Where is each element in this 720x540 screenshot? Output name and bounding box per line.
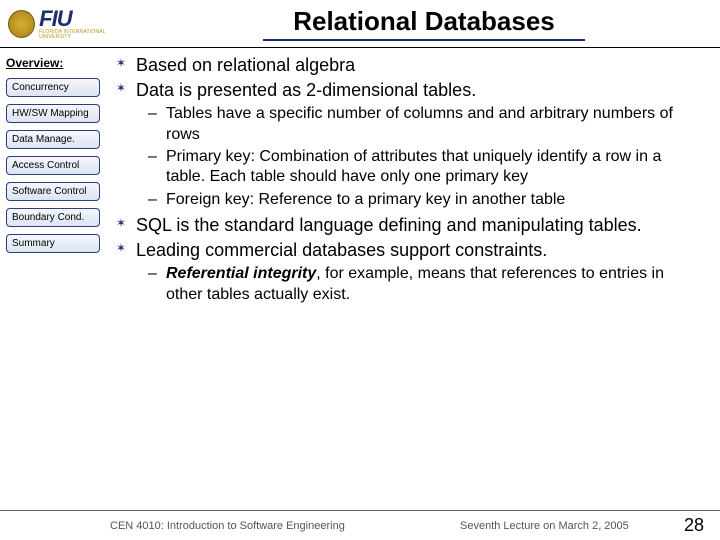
sub-item: Primary key: Combination of attributes t… — [148, 147, 704, 188]
sidebar-item-software-control[interactable]: Software Control — [6, 182, 100, 201]
sub-item: Referential integrity, for example, mean… — [148, 264, 704, 305]
sidebar-item-hwsw-mapping[interactable]: HW/SW Mapping — [6, 104, 100, 123]
sub-item: Foreign key: Reference to a primary key … — [148, 190, 704, 210]
sidebar: Overview: Concurrency HW/SW Mapping Data… — [0, 48, 106, 510]
sub-list: Tables have a specific number of columns… — [148, 104, 704, 210]
footer-course: CEN 4010: Introduction to Software Engin… — [110, 520, 345, 532]
footer-lecture: Seventh Lecture on March 2, 2005 — [345, 520, 684, 532]
bullet-text: Data is presented as 2-dimensional table… — [136, 80, 476, 100]
sidebar-item-boundary-cond[interactable]: Boundary Cond. — [6, 208, 100, 227]
header: FIU FLORIDA INTERNATIONAL UNIVERSITY Rel… — [0, 0, 720, 48]
sidebar-heading: Overview: — [6, 56, 100, 70]
university-seal-icon — [8, 10, 35, 38]
bullet-text: Leading commercial databases support con… — [136, 240, 547, 260]
sub-item: Tables have a specific number of columns… — [148, 104, 704, 145]
bullet-item: Leading commercial databases support con… — [114, 239, 704, 305]
slide-title: Relational Databases — [263, 6, 585, 41]
sidebar-item-data-manage[interactable]: Data Manage. — [6, 130, 100, 149]
sidebar-item-concurrency[interactable]: Concurrency — [6, 78, 100, 97]
content-area: Based on relational algebra Data is pres… — [106, 48, 720, 510]
bullet-item: SQL is the standard language defining an… — [114, 214, 704, 237]
bullet-item: Data is presented as 2-dimensional table… — [114, 79, 704, 210]
main-area: Overview: Concurrency HW/SW Mapping Data… — [0, 48, 720, 510]
sidebar-item-summary[interactable]: Summary — [6, 234, 100, 253]
title-area: Relational Databases — [136, 6, 712, 41]
sidebar-item-access-control[interactable]: Access Control — [6, 156, 100, 175]
bullet-item: Based on relational algebra — [114, 54, 704, 77]
page-number: 28 — [684, 515, 710, 536]
sub-list: Referential integrity, for example, mean… — [148, 264, 704, 305]
logo-area: FIU FLORIDA INTERNATIONAL UNIVERSITY — [8, 8, 136, 40]
logo-subtext: FLORIDA INTERNATIONAL UNIVERSITY — [39, 30, 136, 40]
fiu-logo: FIU FLORIDA INTERNATIONAL UNIVERSITY — [39, 8, 136, 40]
footer: CEN 4010: Introduction to Software Engin… — [0, 510, 720, 540]
emphasis-text: Referential integrity — [166, 265, 316, 282]
main-bullet-list: Based on relational algebra Data is pres… — [114, 54, 704, 305]
logo-text: FIU — [39, 8, 136, 30]
